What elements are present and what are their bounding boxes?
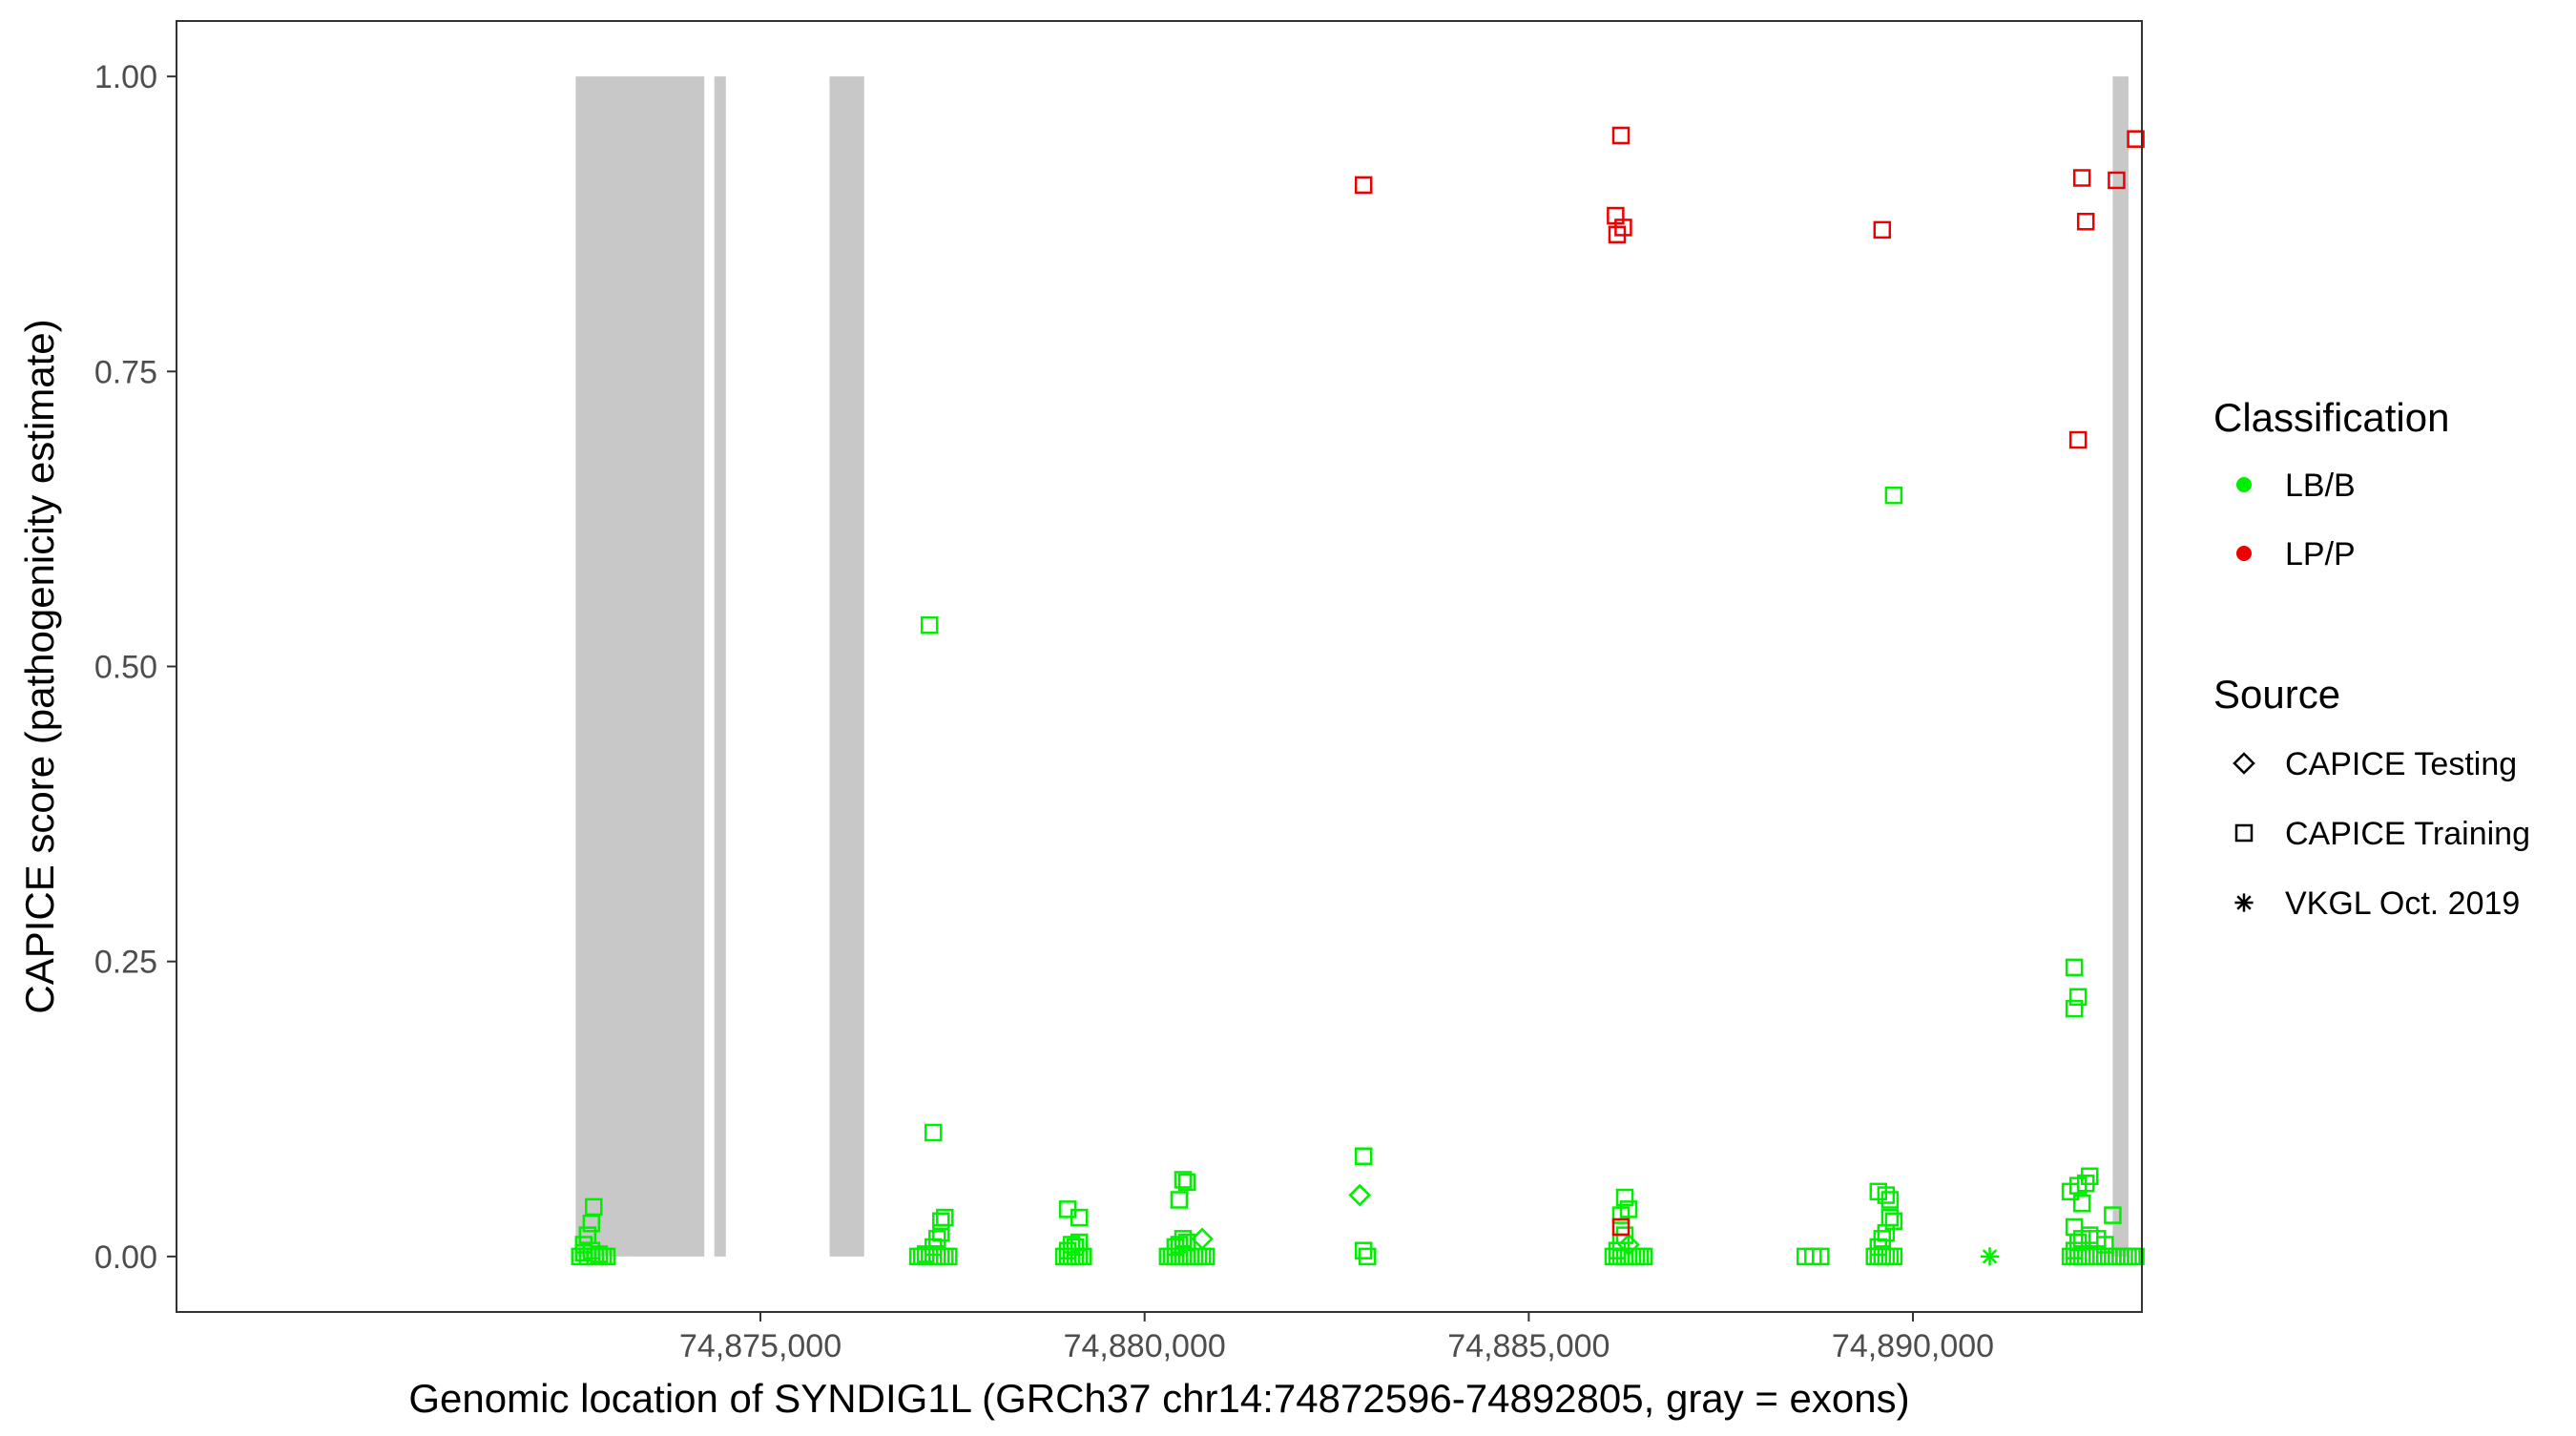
point-square — [1884, 1212, 1903, 1231]
point-square — [1174, 1230, 1193, 1248]
point-square — [585, 1197, 603, 1217]
legend-label: VKGL Oct. 2019 — [2285, 885, 2520, 922]
point-square — [932, 1212, 950, 1231]
point-square — [1884, 486, 1903, 505]
point-square — [1873, 1230, 1892, 1248]
y-tick-label: 0.75 — [94, 354, 157, 390]
point-square — [1608, 225, 1627, 244]
x-axis: 74,875,000 74,880,000 74,885,000 74,890,000 — [679, 1312, 1994, 1364]
point-square — [2072, 169, 2091, 187]
x-tick-label: 74,890,000 — [1832, 1328, 1994, 1364]
point-square — [1174, 1171, 1193, 1189]
point-square — [940, 1247, 958, 1266]
exon-rect — [714, 76, 726, 1257]
y-tick-label: 1.00 — [94, 59, 157, 95]
point-square — [582, 1214, 601, 1233]
point-square — [1177, 1173, 1196, 1192]
point-square — [2096, 1236, 2114, 1254]
point-square — [2127, 130, 2145, 148]
point-asterisk — [2234, 893, 2254, 912]
point-square — [2065, 999, 2084, 1018]
point-square — [2065, 958, 2084, 977]
point-square — [1634, 1247, 1653, 1266]
point-square — [1070, 1233, 1089, 1252]
point-square — [578, 1226, 597, 1244]
point-square — [1177, 1233, 1196, 1252]
legend-key-lb-b — [2236, 477, 2252, 492]
point-square — [2108, 171, 2126, 190]
asterisk-stroke — [1982, 1249, 1998, 1264]
point-square — [1873, 220, 1892, 239]
point-diamond — [2233, 752, 2255, 775]
point-square — [1170, 1191, 1189, 1209]
point-square — [2127, 1247, 2145, 1266]
point-square — [1880, 1208, 1900, 1227]
point-diamond — [1617, 1233, 1640, 1257]
point-square — [2068, 430, 2088, 449]
data-points — [571, 126, 2145, 1266]
point-square — [574, 1236, 593, 1254]
x-tick-label: 74,875,000 — [679, 1328, 841, 1364]
point-square — [1877, 1186, 1896, 1204]
legend-label: CAPICE Training — [2285, 816, 2530, 852]
y-tick-label: 0.50 — [94, 650, 157, 686]
point-square — [1611, 126, 1631, 145]
exon-regions — [575, 76, 2129, 1257]
point-square — [2076, 212, 2095, 231]
point-square — [1615, 1188, 1634, 1207]
series-lp-p-capice-training — [1354, 126, 2145, 1237]
legend-label: CAPICE Testing — [2285, 746, 2517, 782]
point-diamond — [1348, 1183, 1371, 1207]
x-tick-label: 74,885,000 — [1447, 1328, 1610, 1364]
point-square — [1619, 1200, 1638, 1218]
point-square — [1884, 1247, 1903, 1266]
point-square — [1358, 1247, 1377, 1266]
point-square — [936, 1208, 954, 1227]
series-lb-b-capice-testing — [1191, 1183, 1640, 1257]
legend: Classification Source LB/B LP/P CAPICE Tes… — [2213, 395, 2530, 922]
point-square — [1354, 1147, 1373, 1165]
legend-source-title: Source — [2213, 672, 2340, 717]
point-square — [1354, 176, 1373, 195]
series-lb-b-vkgl-oct-2019 — [1980, 1247, 2000, 1266]
exon-rect — [2112, 76, 2129, 1257]
point-square — [1196, 1247, 1215, 1266]
point-square — [2072, 1194, 2091, 1213]
y-axis: 0.00 0.25 0.50 0.75 1.00 — [94, 59, 177, 1276]
point-diamond — [1191, 1227, 1214, 1251]
series-lb-b-capice-training — [571, 486, 2145, 1266]
point-square — [2234, 823, 2254, 843]
y-tick-label: 0.25 — [94, 945, 157, 981]
point-square — [1880, 1191, 1900, 1209]
point-square — [1070, 1208, 1089, 1227]
point-square — [1812, 1247, 1830, 1266]
point-square — [924, 1123, 943, 1142]
asterisk-stroke — [2236, 895, 2252, 910]
point-square — [1066, 1238, 1085, 1257]
point-square — [1354, 1241, 1373, 1259]
point-square — [2080, 1167, 2099, 1186]
legend-classification-title: Classification — [2213, 395, 2449, 440]
legend-key-lp-p — [2236, 546, 2252, 561]
y-tick-label: 0.00 — [94, 1239, 157, 1276]
x-tick-label: 74,880,000 — [1064, 1328, 1226, 1364]
point-square — [2068, 988, 2088, 1007]
exon-rect — [575, 76, 705, 1257]
exon-rect — [829, 76, 864, 1257]
x-axis-label: Genomic location of SYNDIG1L (GRCh37 chr… — [408, 1376, 1909, 1421]
point-square — [597, 1247, 616, 1266]
legend-label: LP/P — [2285, 536, 2356, 572]
point-square — [920, 615, 939, 635]
y-axis-label: CAPICE score (pathogenicity estimate) — [17, 319, 62, 1013]
point-square — [1611, 1217, 1631, 1237]
point-square — [2104, 1206, 2122, 1224]
legend-label: LB/B — [2285, 468, 2356, 504]
plot-panel-border — [176, 20, 2143, 1313]
point-asterisk — [1980, 1247, 2000, 1266]
point-square — [2065, 1217, 2084, 1237]
point-square — [928, 1230, 946, 1248]
